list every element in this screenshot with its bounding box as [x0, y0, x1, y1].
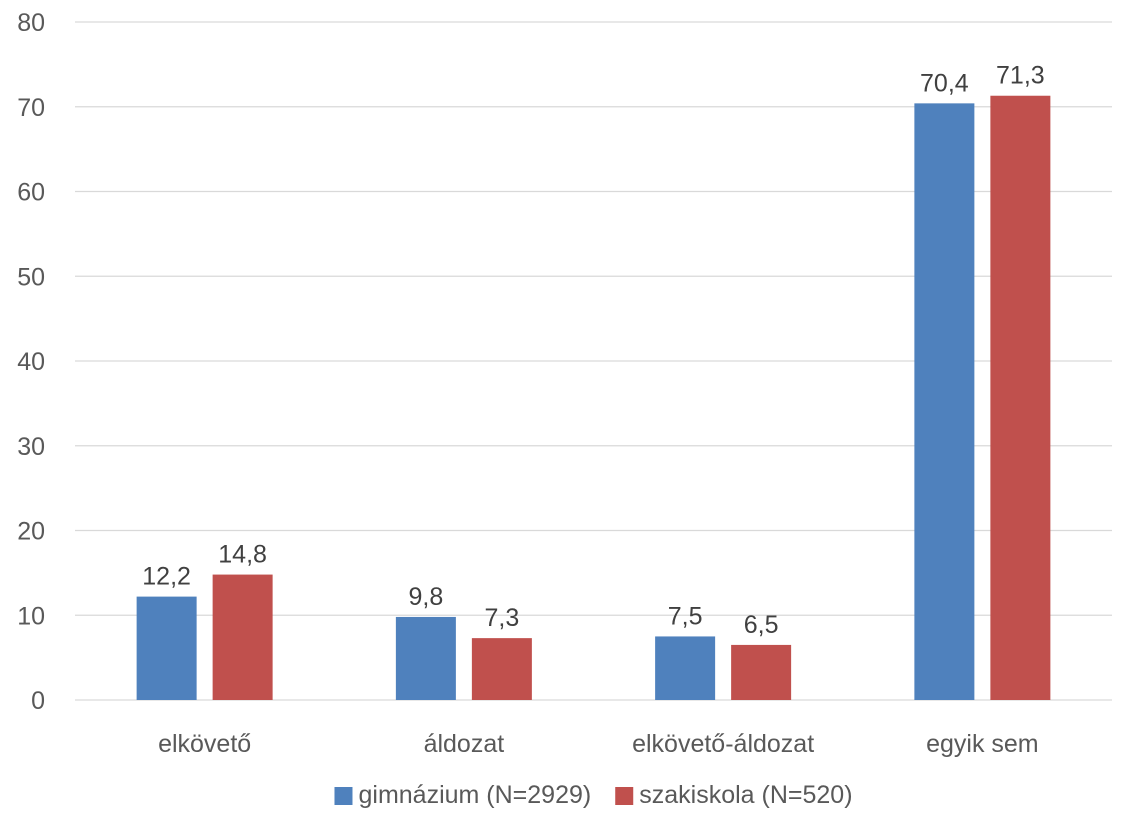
bar-series-0-cat-3 [914, 103, 975, 701]
bar-series-0-cat-0 [136, 596, 197, 700]
x-axis-category-labels: elkövető áldozat elkövető-áldozat egyik sem [158, 730, 1039, 758]
data-label: 9,8 [408, 583, 443, 611]
data-label: 71,3 [996, 62, 1045, 90]
bar-series-1-cat-1 [471, 638, 532, 700]
data-label: 14,8 [218, 541, 267, 569]
data-label: 7,5 [668, 602, 703, 630]
bar-series-1-cat-3 [990, 95, 1051, 701]
legend-label: szakiskola (N=520) [639, 781, 852, 809]
data-label: 70,4 [920, 69, 969, 97]
legend: gimnázium (N=2929) szakiskola (N=520) [334, 781, 853, 809]
y-tick-label: 70 [17, 94, 45, 122]
bar-series-1-cat-2 [731, 644, 792, 700]
y-tick-label: 60 [17, 179, 45, 207]
legend-swatch [615, 787, 634, 805]
legend-label: gimnázium (N=2929) [358, 781, 591, 809]
bar-series-0-cat-2 [655, 636, 716, 700]
y-tick-label: 40 [17, 348, 45, 376]
x-category-label: egyik sem [926, 730, 1039, 758]
legend-item-0: gimnázium (N=2929) [334, 781, 591, 809]
y-tick-label: 10 [17, 602, 45, 630]
x-category-label: elkövető-áldozat [632, 730, 814, 758]
data-label: 12,2 [142, 563, 191, 591]
y-tick-label: 0 [31, 687, 45, 715]
y-tick-label: 20 [17, 518, 45, 546]
y-axis-tick-labels: 0 10 20 30 40 50 60 70 80 [17, 9, 45, 715]
data-label: 7,3 [484, 604, 519, 632]
x-category-label: áldozat [424, 730, 505, 758]
y-tick-label: 50 [17, 263, 45, 291]
bars [136, 95, 1051, 701]
x-category-label: elkövető [158, 730, 251, 758]
bar-series-1-cat-0 [212, 574, 273, 700]
data-labels: 12,2 14,8 9,8 7,3 7,5 6,5 70,4 71,3 [142, 62, 1044, 639]
legend-item-1: szakiskola (N=520) [615, 781, 853, 809]
y-tick-label: 80 [17, 9, 45, 37]
data-label: 6,5 [744, 611, 779, 639]
y-tick-label: 30 [17, 433, 45, 461]
bar-series-0-cat-1 [395, 616, 456, 700]
legend-swatch [334, 787, 353, 805]
